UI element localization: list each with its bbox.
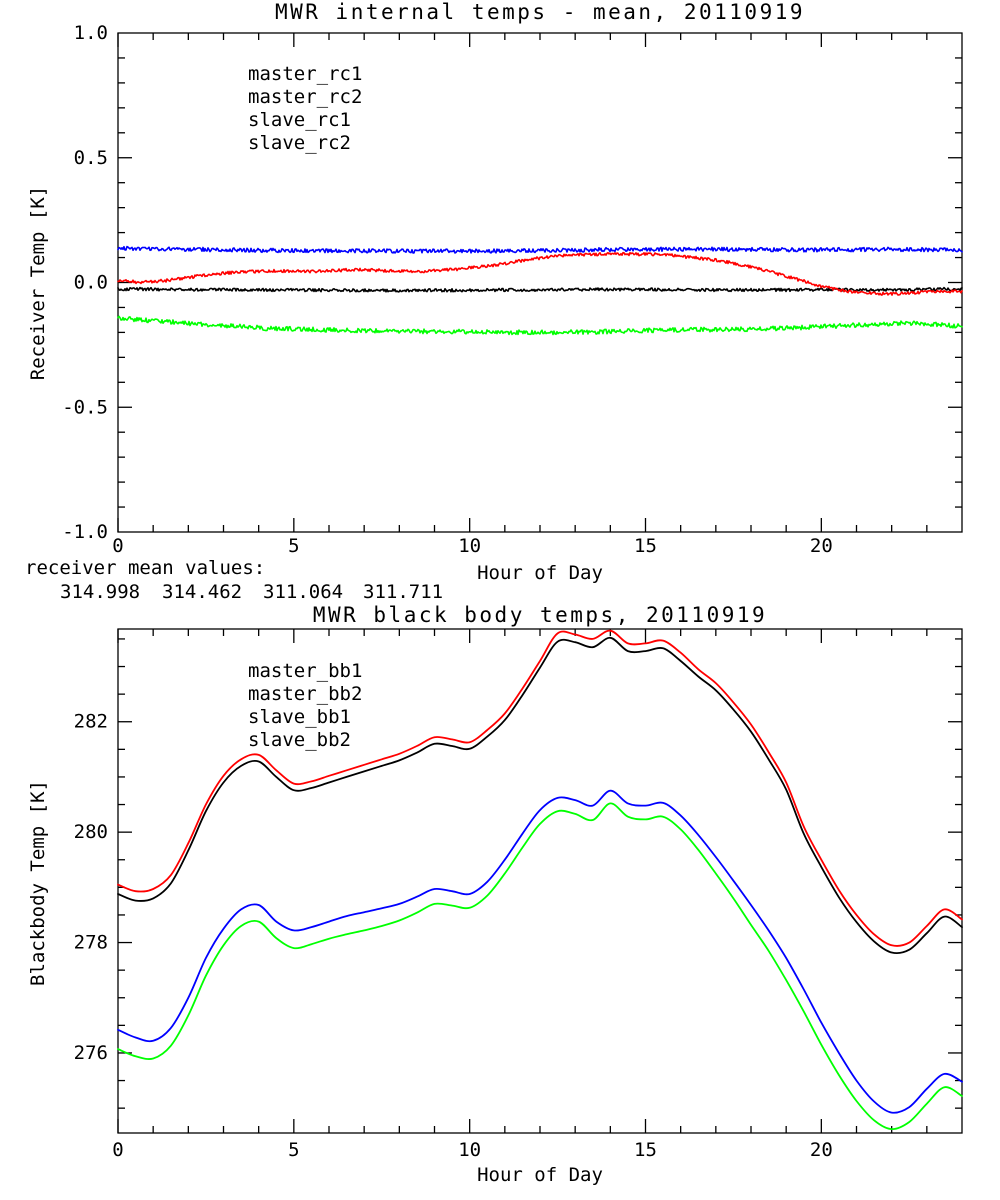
series-line-master_rc1	[117, 286, 963, 293]
y-tick-label: -0.5	[62, 396, 108, 418]
y-tick-label: 276	[74, 1042, 108, 1064]
y-tick-label: 280	[74, 821, 108, 843]
x-tick-label: 5	[288, 1139, 299, 1161]
series-line-master_bb2	[117, 629, 963, 947]
top-x-axis-label: Hour of Day	[477, 562, 603, 584]
x-tick-label: 10	[458, 1139, 481, 1161]
legend-entry-slave_rc2: slave_rc2	[248, 132, 351, 154]
receiver-mean-value-master-rc1: 314.998	[60, 581, 140, 603]
legend-entry-slave_bb1: slave_bb1	[248, 706, 351, 728]
x-tick-label: 20	[810, 535, 833, 557]
series-line-master_rc2	[117, 251, 963, 296]
plot-border	[117, 628, 963, 1134]
series-line-master_bb1	[117, 636, 963, 955]
y-tick-label: -1.0	[62, 521, 108, 543]
top-chart-title: MWR internal temps - mean, 20110919	[275, 0, 805, 24]
y-tick-label: 1.0	[74, 22, 108, 44]
legend-entry-slave_rc1: slave_rc1	[248, 109, 351, 131]
series-line-slave_rc1	[117, 245, 963, 254]
axis-ticks	[117, 629, 962, 1133]
y-tick-label: 278	[74, 932, 108, 954]
bottom-chart-title: MWR black body temps, 20110919	[313, 603, 767, 627]
x-tick-label: 15	[634, 535, 657, 557]
bottom-x-axis-label: Hour of Day	[477, 1164, 603, 1186]
bottom-y-axis-label: Blackbody Temp [K]	[27, 780, 49, 986]
top-y-axis-label: Receiver Temp [K]	[27, 186, 49, 380]
legend-entry-master_bb1: master_bb1	[248, 660, 362, 682]
series-line-slave_bb1	[117, 789, 963, 1114]
top-chart-area: 0 5 10 15 20 -1.0 -0.5 0.0 0.5 1.0 master_rc1maste…	[62, 22, 963, 557]
x-tick-label: 15	[634, 1139, 657, 1161]
bottom-chart-area: 0 5 10 15 20 276 278 280 282 master_bb1master_bb2…	[74, 628, 963, 1161]
receiver-mean-value-slave-rc2: 311.711	[363, 581, 443, 603]
plot-border	[117, 32, 963, 533]
y-tick-label: 0.0	[74, 272, 108, 294]
receiver-mean-value-slave-rc1: 311.064	[263, 581, 343, 603]
x-tick-label: 0	[112, 1139, 123, 1161]
legend-entry-slave_bb2: slave_bb2	[248, 729, 351, 751]
y-tick-label: 0.5	[74, 147, 108, 169]
axis-ticks	[117, 33, 962, 532]
receiver-mean-values-label: receiver mean values:	[25, 557, 265, 579]
x-tick-label: 0	[112, 535, 123, 557]
y-tick-label: 282	[74, 711, 108, 733]
receiver-mean-value-master-rc2: 314.462	[162, 581, 242, 603]
x-tick-label: 10	[458, 535, 481, 557]
x-tick-label: 20	[810, 1139, 833, 1161]
legend-entry-master_bb2: master_bb2	[248, 683, 362, 705]
legend-entry-master_rc2: master_rc2	[248, 86, 362, 108]
x-tick-label: 5	[288, 535, 299, 557]
series-line-slave_rc2	[117, 315, 963, 336]
series-line-slave_bb2	[117, 802, 963, 1131]
legend-entry-master_rc1: master_rc1	[248, 63, 362, 85]
